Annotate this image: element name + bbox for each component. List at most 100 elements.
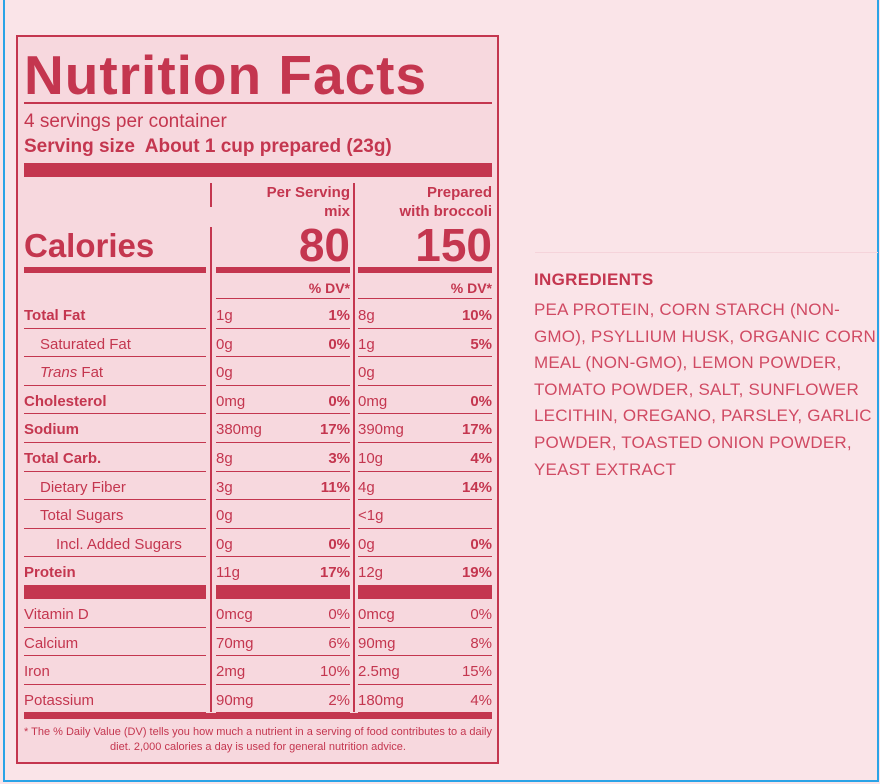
amount: 0g bbox=[216, 507, 233, 525]
ingredients-section: INGREDIENTS PEA PROTEIN, CORN STARCH (NO… bbox=[534, 270, 879, 483]
nutrient-value-cell: 70mg 6% bbox=[216, 628, 350, 656]
thick-bar bbox=[358, 267, 492, 273]
thick-bar bbox=[24, 163, 492, 177]
table-row: Total Sugars 0g <1g bbox=[18, 500, 497, 529]
amount: 380mg bbox=[216, 421, 262, 439]
nutrient-name: Iron bbox=[24, 656, 206, 685]
table-row: Dietary Fiber 3g 11% 4g 14% bbox=[18, 472, 497, 501]
nutrient-name: Trans Fat bbox=[24, 357, 206, 386]
footnote: * The % Daily Value (DV) tells you how m… bbox=[24, 726, 492, 753]
nutrient-value-cell: 380mg 17% bbox=[216, 414, 350, 443]
amount: 390mg bbox=[358, 421, 404, 439]
nutrient-value-cell: 90mg 8% bbox=[358, 628, 492, 656]
nutrient-name: Total Carb. bbox=[24, 443, 206, 472]
percent-dv: 0% bbox=[328, 392, 350, 410]
percent-dv: 5% bbox=[470, 335, 492, 353]
nutrient-value-cell: 0g 0% bbox=[216, 329, 350, 358]
amount: 0mcg bbox=[216, 606, 253, 623]
thick-bar bbox=[216, 585, 350, 599]
section-divider bbox=[535, 252, 878, 253]
nutrient-name: Potassium bbox=[24, 685, 206, 713]
nutrient-value-cell: 390mg 17% bbox=[358, 414, 492, 443]
nutrient-name: Sodium bbox=[24, 414, 206, 443]
percent-dv: 0% bbox=[470, 606, 492, 623]
nutrient-value-cell: 0g bbox=[216, 500, 350, 529]
percent-dv: 17% bbox=[319, 564, 350, 582]
percent-dv: 19% bbox=[461, 564, 492, 582]
label-title: Nutrition Facts bbox=[24, 44, 428, 106]
dv-header-mix: % DV* bbox=[216, 275, 350, 299]
col2-header: Prepared with broccoli bbox=[358, 183, 492, 221]
amount: 0g bbox=[216, 335, 233, 353]
dv-header-row: % DV* % DV* bbox=[18, 275, 497, 299]
amount: 11g bbox=[216, 564, 240, 582]
percent-dv: 2% bbox=[328, 691, 350, 709]
col1-header-line1: Per Serving bbox=[266, 184, 350, 201]
column-divider bbox=[353, 183, 355, 712]
amount: 0g bbox=[216, 364, 233, 382]
nutrient-value-cell: 0g 0% bbox=[358, 529, 492, 558]
column-divider bbox=[210, 227, 212, 712]
calories-label: Calories bbox=[24, 227, 155, 264]
nutrient-value-cell: 1g 1% bbox=[216, 300, 350, 329]
percent-dv: 15% bbox=[461, 663, 492, 680]
nutrient-name: Calcium bbox=[24, 628, 206, 656]
nutrient-name: Vitamin D bbox=[24, 599, 206, 628]
window-frame bbox=[3, 0, 879, 782]
amount: 0mg bbox=[358, 392, 388, 410]
nutrient-value-cell: 1g 5% bbox=[358, 329, 492, 358]
amount: 8g bbox=[358, 307, 375, 324]
table-row: Potassium 90mg 2% 180mg 4% bbox=[18, 685, 497, 713]
ingredients-heading: INGREDIENTS bbox=[534, 270, 654, 289]
amount: 1g bbox=[216, 307, 233, 324]
dv-header-prepared: % DV* bbox=[358, 275, 492, 299]
amount: 0mcg bbox=[358, 606, 395, 623]
amount: 180mg bbox=[358, 691, 404, 709]
col2-header-line2: with broccoli bbox=[399, 203, 492, 220]
table-row: Incl. Added Sugars 0g 0% 0g 0% bbox=[18, 529, 497, 558]
nutrient-value-cell: 0mcg 0% bbox=[358, 599, 492, 628]
table-row: Iron 2mg 10% 2.5mg 15% bbox=[18, 656, 497, 685]
percent-dv: 8% bbox=[470, 634, 492, 652]
amount: 8g bbox=[216, 450, 233, 467]
amount: 0g bbox=[358, 364, 375, 382]
percent-dv: 3% bbox=[328, 450, 350, 467]
amount: 3g bbox=[216, 478, 233, 496]
table-row: Saturated Fat 0g 0% 1g 5% bbox=[18, 329, 497, 358]
table-row: Total Carb. 8g 3% 10g 4% bbox=[18, 443, 497, 472]
nutrient-value-cell: <1g bbox=[358, 500, 492, 529]
nutrient-name: Total Sugars bbox=[24, 500, 206, 529]
amount: 0mg bbox=[216, 392, 246, 410]
percent-dv: 0% bbox=[470, 535, 492, 553]
amount: 1g bbox=[358, 335, 375, 353]
nutrient-name: Saturated Fat bbox=[24, 329, 206, 358]
percent-dv: 14% bbox=[461, 478, 492, 496]
thick-bar bbox=[24, 585, 206, 599]
percent-dv: 0% bbox=[470, 392, 492, 410]
col2-header-line1: Prepared bbox=[426, 184, 492, 201]
nutrition-label: Nutrition Facts 4 servings per container… bbox=[16, 35, 499, 764]
percent-dv: 4% bbox=[470, 450, 492, 467]
nutrient-value-cell: 11g 17% bbox=[216, 557, 350, 586]
table-row: Cholesterol 0mg 0% 0mg 0% bbox=[18, 386, 497, 415]
nutrient-value-cell: 0g 0% bbox=[216, 529, 350, 558]
col1-header-line2: mix bbox=[324, 203, 350, 220]
percent-dv: 4% bbox=[470, 691, 492, 709]
amount: 90mg bbox=[216, 691, 254, 709]
percent-dv: 1% bbox=[328, 307, 350, 324]
nutrient-name-italic: Trans bbox=[40, 364, 78, 382]
percent-dv: 6% bbox=[328, 634, 350, 652]
amount: 2.5mg bbox=[358, 663, 400, 680]
amount: 90mg bbox=[358, 634, 396, 652]
amount: 0g bbox=[358, 535, 375, 553]
nutrient-name: Protein bbox=[24, 557, 206, 586]
thick-bar bbox=[358, 585, 492, 599]
nutrient-value-cell: 2.5mg 15% bbox=[358, 656, 492, 685]
divider bbox=[24, 102, 492, 104]
percent-dv: 11% bbox=[320, 478, 350, 496]
amount: <1g bbox=[358, 507, 384, 525]
ingredients-text: PEA PROTEIN, CORN STARCH (NON-GMO), PSYL… bbox=[534, 300, 876, 479]
column-divider bbox=[210, 183, 212, 207]
percent-dv: 0% bbox=[328, 335, 350, 353]
table-row: Protein 11g 17% 12g 19% bbox=[18, 557, 497, 586]
